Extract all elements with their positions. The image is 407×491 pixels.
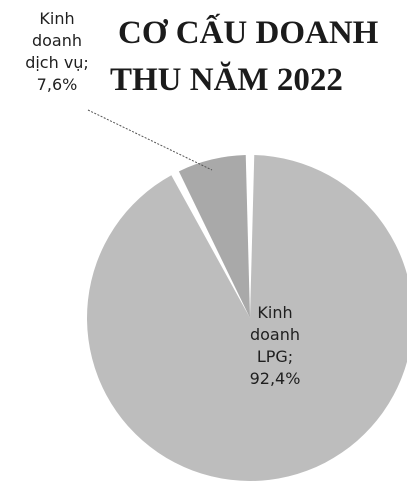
pie-label-line: LPG; xyxy=(257,347,293,366)
pie-slice-services xyxy=(178,155,250,318)
chart-title-line-1: CƠ CẤU DOANH xyxy=(118,12,379,51)
chart-title-line-2: THU NĂM 2022 xyxy=(110,60,343,98)
pie-slices xyxy=(87,155,407,481)
pie-label-services: Kinh doanh dịch vụ; 7,6% xyxy=(25,9,89,94)
pie-labels: Kinh doanh LPG; 92,4% Kinh doanh dịch vụ; 7,6% xyxy=(25,9,300,388)
pie-label-line: Kinh xyxy=(257,303,292,322)
pie-label-line: 92,4% xyxy=(250,369,301,388)
pie-label-line: dịch vụ; xyxy=(25,53,89,72)
pie-slice-lpg xyxy=(87,155,407,481)
pie-label-line: doanh xyxy=(32,31,82,50)
pie-label-line: Kinh xyxy=(39,9,74,28)
pie-label-lpg: Kinh doanh LPG; 92,4% xyxy=(250,303,301,388)
leader-line-services xyxy=(87,109,213,171)
pie-label-line: 7,6% xyxy=(37,75,78,94)
pie-label-line: doanh xyxy=(250,325,300,344)
